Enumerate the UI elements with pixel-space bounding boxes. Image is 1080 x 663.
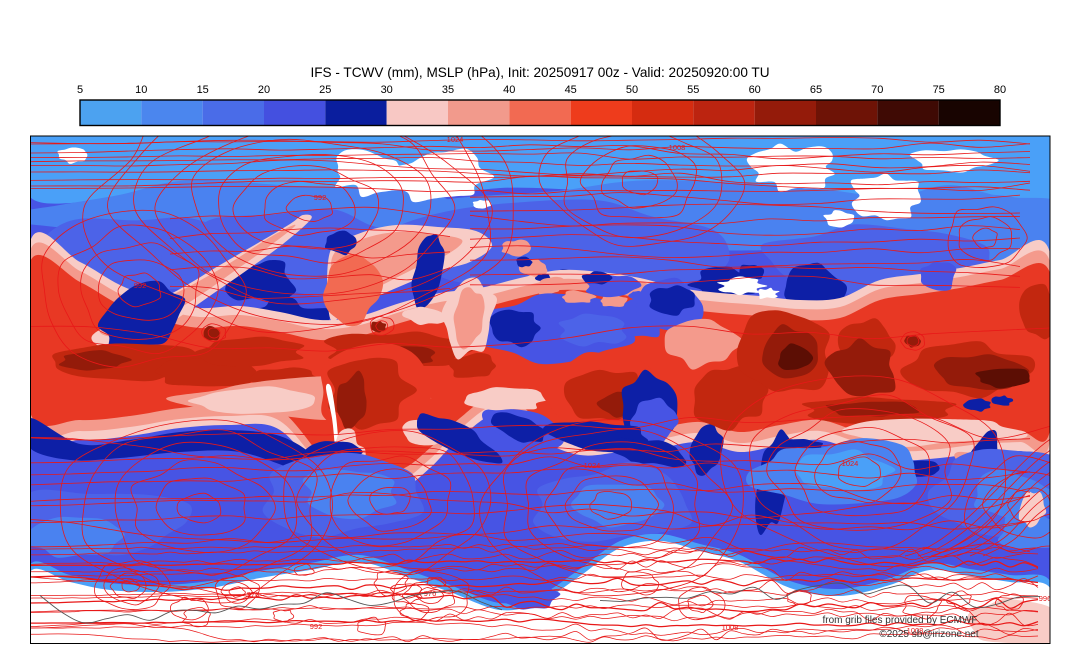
svg-text:IFS - TCWV (mm), MSLP (hPa), I: IFS - TCWV (mm), MSLP (hPa), Init: 20250… — [310, 65, 769, 80]
svg-text:1024: 1024 — [842, 459, 859, 468]
svg-text:75: 75 — [933, 84, 945, 96]
svg-text:from grib files provided by EC: from grib files provided by ECMWF — [822, 615, 977, 626]
svg-text:992: 992 — [310, 622, 323, 631]
svg-text:1008: 1008 — [722, 623, 739, 632]
svg-text:976: 976 — [424, 589, 437, 598]
svg-text:80: 80 — [994, 84, 1006, 96]
svg-text:1008: 1008 — [907, 626, 924, 635]
svg-text:5: 5 — [77, 84, 83, 96]
svg-text:30: 30 — [381, 84, 393, 96]
svg-text:976: 976 — [247, 590, 260, 599]
svg-text:992: 992 — [134, 281, 147, 290]
svg-text:1024: 1024 — [584, 461, 601, 470]
svg-text:60: 60 — [749, 84, 761, 96]
svg-text:45: 45 — [565, 84, 577, 96]
svg-text:35: 35 — [442, 84, 454, 96]
svg-text:25: 25 — [319, 84, 331, 96]
svg-text:70: 70 — [871, 84, 883, 96]
svg-text:992: 992 — [314, 193, 327, 202]
svg-text:10: 10 — [135, 84, 147, 96]
svg-text:1008: 1008 — [669, 143, 686, 152]
svg-text:65: 65 — [810, 84, 822, 96]
svg-text:55: 55 — [687, 84, 699, 96]
svg-text:40: 40 — [503, 84, 515, 96]
svg-text:©2025 sb@irizone.net: ©2025 sb@irizone.net — [879, 629, 978, 640]
svg-text:15: 15 — [197, 84, 209, 96]
svg-text:50: 50 — [626, 84, 638, 96]
svg-text:996: 996 — [1039, 594, 1052, 603]
svg-text:20: 20 — [258, 84, 270, 96]
svg-text:1024: 1024 — [447, 135, 464, 144]
